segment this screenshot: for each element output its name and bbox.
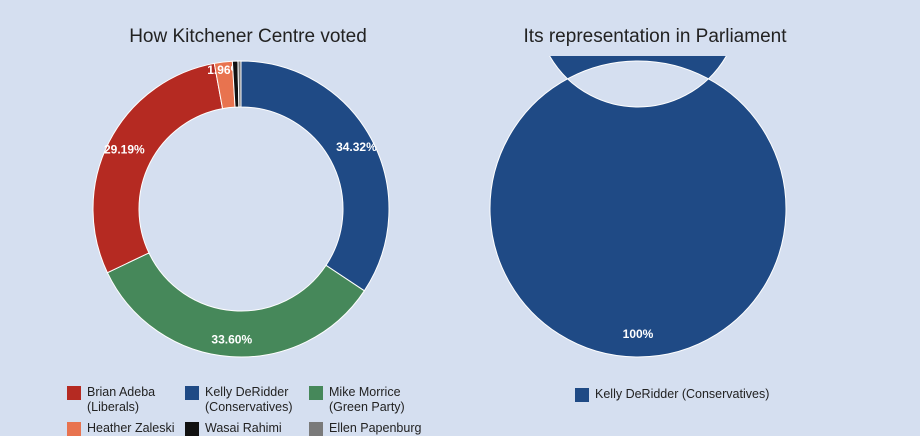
legend-swatch xyxy=(185,386,199,400)
donut-chart-votes: 34.32%33.60%29.19%1.96% xyxy=(92,60,390,358)
slice-label-0: 34.32% xyxy=(336,140,377,154)
votes-legend-item-4: Wasai Rahimi xyxy=(185,421,282,436)
legend-swatch xyxy=(309,422,323,436)
votes-legend-item-2: Mike Morrice (Green Party) xyxy=(309,385,405,415)
legend-swatch xyxy=(67,422,81,436)
legend-label: Ellen Papenburg xyxy=(329,421,422,435)
votes-legend-item-1: Kelly DeRidder (Conservatives) xyxy=(185,385,293,415)
legend-swatch xyxy=(309,386,323,400)
slice-label-2: 29.19% xyxy=(104,142,145,156)
legend-label: Kelly DeRidder (Conservatives) xyxy=(595,387,770,401)
donut-slice-0 xyxy=(489,56,787,358)
chart-title-right: Its representation in Parliament xyxy=(523,26,787,47)
donut-slice-2 xyxy=(92,62,224,274)
votes-legend-item-3: Heather Zaleski xyxy=(67,421,175,436)
legend-label: Kelly DeRidder (Conservatives) xyxy=(205,385,293,414)
legend-label: Mike Morrice (Green Party) xyxy=(329,385,405,414)
votes-legend-item-0: Brian Adeba (Liberals) xyxy=(67,385,155,415)
legend-label: Heather Zaleski xyxy=(87,421,175,435)
donut-slice-5 xyxy=(237,60,242,108)
legend-label: Wasai Rahimi xyxy=(205,421,282,435)
legend-swatch xyxy=(67,386,81,400)
legend-swatch xyxy=(575,388,589,402)
slice-label-1: 33.60% xyxy=(211,333,252,347)
donut-slice-1 xyxy=(106,252,366,358)
legend-swatch xyxy=(185,422,199,436)
donut-slice-0 xyxy=(240,60,390,292)
legend-label: Brian Adeba (Liberals) xyxy=(87,385,156,414)
seats-legend-item-0: Kelly DeRidder (Conservatives) xyxy=(575,387,769,402)
donut-chart-seats: 100% xyxy=(489,56,787,358)
chart-title-left: How Kitchener Centre voted xyxy=(129,26,367,47)
votes-legend-item-5: Ellen Papenburg xyxy=(309,421,421,436)
slice-label-0: 100% xyxy=(623,327,654,341)
